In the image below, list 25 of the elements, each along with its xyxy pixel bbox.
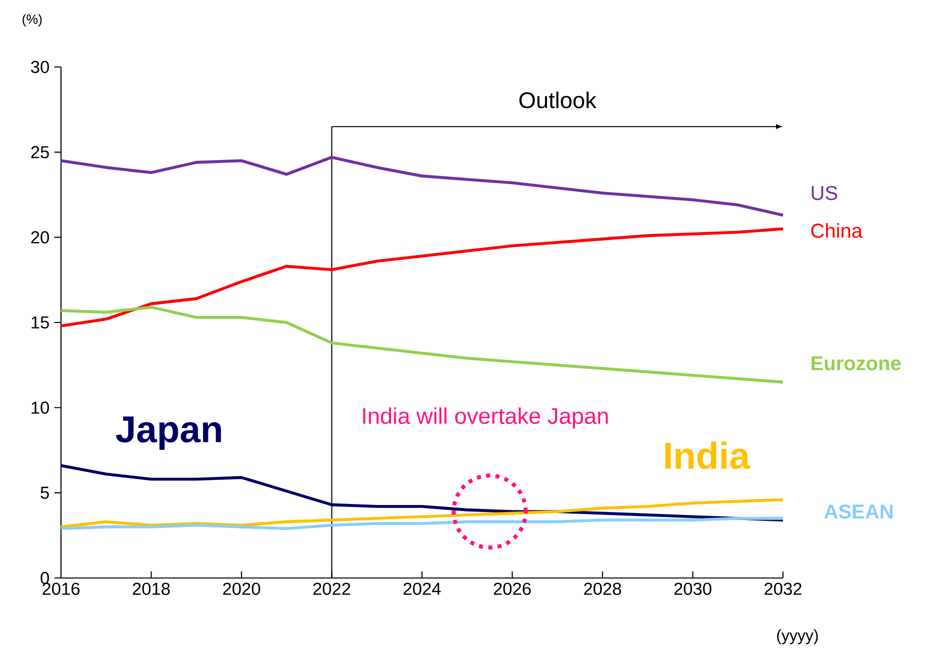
- x-tick-label: 2028: [584, 582, 622, 595]
- y-tick-label: 15: [32, 316, 49, 329]
- annotation: India will overtake Japan: [363, 407, 608, 428]
- ref-line-label: Outlook: [519, 92, 596, 108]
- x-tick-label: 2024: [404, 582, 441, 595]
- x-tick-label: 2020: [223, 582, 260, 595]
- series-label: China: [811, 223, 863, 238]
- series-label: Japan: [116, 416, 221, 450]
- series-label: Eurozone: [812, 356, 901, 370]
- x-tick-label: 2030: [674, 582, 712, 595]
- y-tick-label: 25: [31, 146, 49, 158]
- x-tick-label: 2016: [42, 582, 80, 595]
- y-axis-title: (%): [22, 14, 42, 26]
- series-label: US: [812, 186, 838, 200]
- text: ASEAN: [824, 504, 892, 519]
- x-tick-label: 2026: [494, 582, 531, 595]
- y-tick-label: 5: [40, 486, 49, 499]
- x-tick-label: 2022: [313, 582, 350, 595]
- y-tick-label: 20: [31, 231, 49, 244]
- series-label: India: [665, 442, 750, 470]
- x-tick-label: 2032: [764, 582, 802, 595]
- y-tick-label: 10: [32, 402, 49, 414]
- x-axis-title: (yyyy): [777, 629, 818, 644]
- y-tick-label: 30: [31, 60, 49, 74]
- x-tick-label: 2018: [132, 582, 170, 595]
